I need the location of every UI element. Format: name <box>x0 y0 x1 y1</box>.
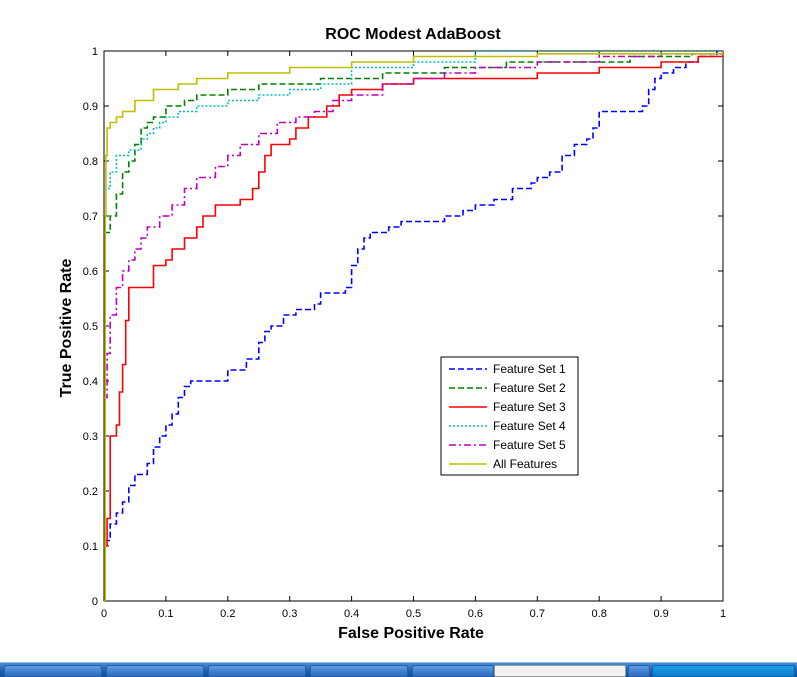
x-tick-label: 0.7 <box>530 608 545 620</box>
taskbar-button[interactable] <box>628 665 650 677</box>
y-tick-label: 0 <box>92 596 98 608</box>
legend-label-feature-set-5: Feature Set 5 <box>493 438 566 452</box>
y-tick-label: 0.4 <box>83 376 98 388</box>
taskbar-tray <box>652 665 795 677</box>
legend-label-feature-set-1: Feature Set 1 <box>493 362 566 376</box>
x-tick-label: 0.5 <box>406 608 421 620</box>
taskbar-button[interactable] <box>106 665 204 677</box>
y-tick-label: 0.2 <box>83 486 98 498</box>
x-tick-label: 0.4 <box>344 608 359 620</box>
plot-area <box>103 50 724 602</box>
series-lines <box>104 51 723 601</box>
y-tick-label: 0.3 <box>83 431 98 443</box>
x-tick-label: 0.2 <box>220 608 235 620</box>
series-line-feature-set-3 <box>104 51 723 547</box>
series-line-feature-set-4 <box>104 51 723 190</box>
axis-ticks: 0 0.1 0.2 0.3 0.4 0.5 0.6 0.7 0.8 0.9 1 0 0.1 0.2 0.3 0… <box>83 46 726 620</box>
taskbar-button[interactable] <box>310 665 408 677</box>
series-line-feature-set-5 <box>104 51 723 399</box>
taskbar-button[interactable] <box>412 665 494 677</box>
chart-title: ROC Modest AdaBoost <box>325 26 501 43</box>
legend: Feature Set 1 Feature Set 2 Feature Set 3 F… <box>440 356 579 476</box>
legend-label-feature-set-2: Feature Set 2 <box>493 381 566 395</box>
x-tick-label: 1 <box>720 608 726 620</box>
y-tick-label: 1 <box>92 46 98 58</box>
y-tick-label: 0.6 <box>83 266 98 278</box>
series-line-all-features <box>104 51 723 601</box>
y-tick-label: 0.7 <box>83 211 98 223</box>
x-axis-label: False Positive Rate <box>338 625 484 642</box>
x-tick-label: 0.9 <box>653 608 668 620</box>
x-tick-label: 0.8 <box>592 608 607 620</box>
legend-label-all-features: All Features <box>493 457 557 471</box>
taskbar-button[interactable] <box>208 665 306 677</box>
y-tick-label: 0.8 <box>83 156 98 168</box>
os-taskbar <box>0 662 797 677</box>
figure-window: ROC Modest AdaBoost False Positive Rate … <box>58 26 727 642</box>
x-tick-label: 0.6 <box>468 608 483 620</box>
series-line-feature-set-1 <box>104 51 723 542</box>
y-tick-label: 0.9 <box>83 101 98 113</box>
taskbar-button-active[interactable] <box>494 665 626 677</box>
roc-chart: ROC Modest AdaBoost False Positive Rate … <box>58 26 726 642</box>
legend-label-feature-set-3: Feature Set 3 <box>493 400 566 414</box>
x-tick-label: 0 <box>101 608 107 620</box>
y-axis-label: True Positive Rate <box>58 259 75 398</box>
legend-label-feature-set-4: Feature Set 4 <box>493 419 566 433</box>
x-tick-label: 0.3 <box>282 608 297 620</box>
y-tick-label: 0.5 <box>83 321 98 333</box>
legend-box <box>440 356 579 476</box>
series-line-feature-set-2 <box>104 51 723 234</box>
x-tick-label: 0.1 <box>158 608 173 620</box>
y-tick-label: 0.1 <box>83 541 98 553</box>
taskbar-button[interactable] <box>4 665 102 677</box>
